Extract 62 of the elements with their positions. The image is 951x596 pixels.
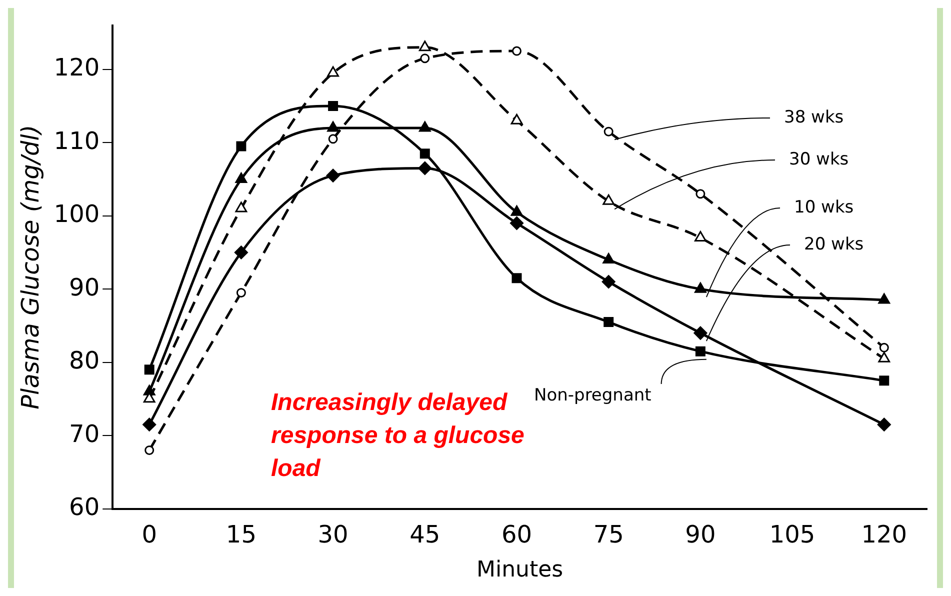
point [418,161,432,175]
x-tick-label: 105 [769,520,816,548]
point [694,231,706,242]
point [236,288,246,298]
text: Non-pregnant [534,385,652,406]
y-tick-label: 110 [54,126,100,155]
text: 30 wks [789,149,849,170]
annotation: Increasingly delayed response to a glucose load [271,389,524,482]
point [142,418,156,432]
point [602,194,615,205]
x-tick-label: 15 [226,520,256,548]
point [235,202,248,212]
point [510,205,523,216]
point [512,273,522,284]
y-tick-label: 70 [69,420,100,448]
point [694,282,706,293]
point [694,326,708,340]
x-tick-label: 90 [685,520,716,548]
x-tick-label: 60 [501,520,532,548]
point [878,352,890,362]
point [327,66,339,77]
point [602,253,615,264]
point [418,40,431,52]
point [328,134,338,144]
y-tick-label: 100 [54,200,100,228]
text: 20 wks [804,234,864,254]
point [420,54,430,64]
x-tick-label: 120 [861,520,908,548]
point [695,346,706,356]
point [602,275,616,288]
point [696,189,706,199]
point [418,121,431,132]
point [144,445,154,455]
point [236,141,246,152]
point [879,342,889,352]
y-tick-label: 60 [69,493,100,522]
point [326,168,340,182]
point [510,114,523,124]
point [235,172,248,183]
x-axis-title: Minutes [476,558,564,583]
x-tick-label: 0 [142,520,157,548]
text: 38 wks [784,107,844,128]
point [604,317,614,328]
point [420,148,430,159]
text: 10 wks [794,197,854,218]
y-tick-label: 90 [69,273,100,302]
point [604,126,614,136]
point [234,246,248,260]
point [879,376,890,386]
point [877,418,891,432]
point [512,46,522,56]
point [328,100,338,111]
y-tick-label: 120 [54,54,100,82]
point [878,293,890,304]
point [510,216,524,230]
x-tick-label: 75 [593,520,624,548]
x-tick-label: 30 [318,520,348,548]
point [144,364,154,375]
x-tick-label: 45 [410,520,440,548]
y-tick-label: 80 [69,346,100,375]
point [327,121,339,132]
y-axis-title: Plasma Glucose (mg/dl) [16,124,45,410]
